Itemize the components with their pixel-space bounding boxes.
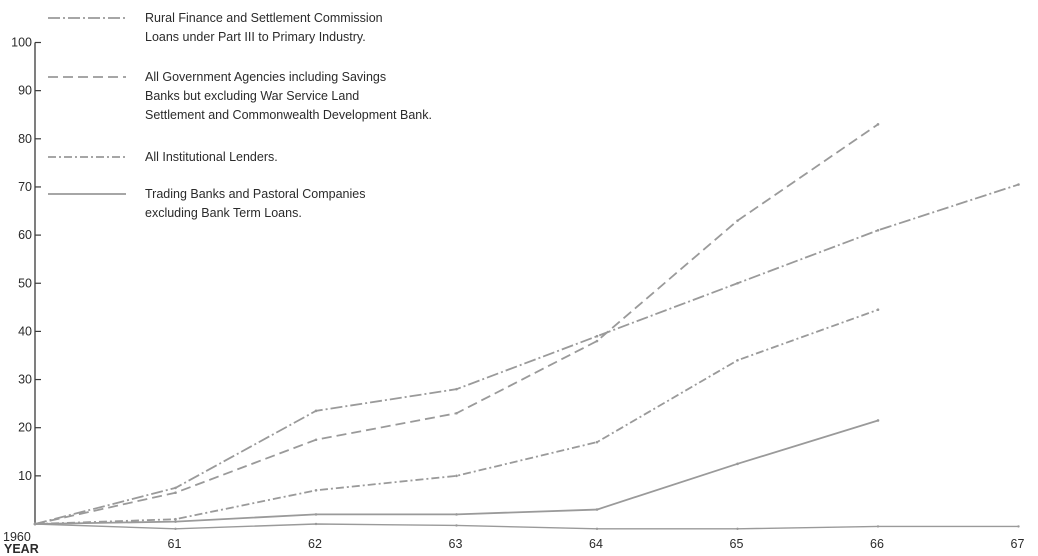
series-line-1 bbox=[34, 183, 1019, 525]
x-tick-label: 67 bbox=[1011, 537, 1025, 551]
series-4-point bbox=[595, 508, 599, 511]
series-1-point bbox=[595, 334, 599, 338]
legend-label: Trading Banks and Pastoral Companies bbox=[145, 187, 366, 201]
legend-label: Rural Finance and Settlement Commission bbox=[145, 11, 383, 25]
baseline-series-point bbox=[595, 527, 599, 531]
series-line-4 bbox=[34, 419, 879, 525]
series-4-point bbox=[736, 462, 739, 466]
y-tick-label: 20 bbox=[18, 421, 32, 435]
x-tick-label: 65 bbox=[730, 537, 744, 551]
x-axis-title: YEAR bbox=[4, 542, 39, 556]
y-tick-label: 50 bbox=[18, 276, 32, 290]
series-3-point bbox=[455, 474, 458, 478]
legend-label: excluding Bank Term Loans. bbox=[145, 206, 302, 220]
series-4-point bbox=[876, 419, 880, 422]
baseline-series-point bbox=[174, 527, 177, 531]
series-2-point bbox=[314, 438, 318, 442]
series-3-point bbox=[876, 308, 880, 312]
y-tick-label: 70 bbox=[18, 180, 32, 194]
legend-label: Loans under Part III to Primary Industry… bbox=[145, 30, 366, 44]
series-2-point bbox=[174, 491, 177, 495]
y-tick-label: 40 bbox=[18, 324, 32, 338]
series-1-point bbox=[174, 486, 177, 490]
series-2-point bbox=[455, 411, 458, 415]
y-tick-label: 100 bbox=[11, 36, 32, 50]
series-1-point bbox=[1017, 183, 1020, 186]
series-3-point bbox=[314, 488, 318, 492]
x-tick-label: 61 bbox=[168, 537, 182, 551]
y-tick-label: 10 bbox=[18, 469, 32, 483]
y-tick-label: 30 bbox=[18, 373, 32, 387]
x-tick-label: 63 bbox=[449, 537, 463, 551]
x-tick-label: 64 bbox=[589, 537, 603, 551]
y-tick-label: 60 bbox=[18, 228, 32, 242]
axes: 10 20 30 40 50 60 70 80 90 100 1960 61 62 63 64 65 66 67 bbox=[3, 36, 1024, 552]
legend: Rural Finance and Settlement Commission L… bbox=[48, 11, 432, 220]
baseline-series-point bbox=[876, 525, 880, 528]
legend-label: Banks but excluding War Service Land bbox=[145, 89, 359, 103]
baseline-series-point bbox=[314, 522, 318, 526]
baseline-series-point bbox=[455, 524, 458, 527]
series-3-point bbox=[595, 440, 599, 444]
legend-label: Settlement and Commonwealth Development … bbox=[145, 108, 432, 122]
baseline-series-point bbox=[736, 527, 739, 531]
x-tick-label: 66 bbox=[870, 537, 884, 551]
baseline-series-point bbox=[1017, 525, 1020, 528]
series-1-point bbox=[736, 281, 739, 285]
series-1-point bbox=[314, 409, 318, 413]
series-lines bbox=[33, 123, 1020, 531]
series-4-point bbox=[33, 522, 37, 526]
series-3-point bbox=[736, 358, 739, 362]
series-4-point bbox=[455, 513, 458, 516]
series-1-point bbox=[876, 228, 880, 232]
series-4-point bbox=[174, 520, 177, 523]
series-2-point bbox=[736, 219, 739, 222]
series-line-2 bbox=[34, 123, 879, 525]
series-3-point bbox=[174, 517, 177, 521]
legend-label: All Institutional Lenders. bbox=[145, 150, 278, 164]
series-2-point bbox=[876, 123, 880, 126]
series-2-point bbox=[595, 339, 599, 343]
series-4-point bbox=[314, 513, 318, 516]
x-tick-label: 1960 bbox=[3, 530, 31, 544]
y-tick-label: 80 bbox=[18, 132, 32, 146]
series-1-point bbox=[455, 387, 458, 391]
x-tick-label: 62 bbox=[308, 537, 322, 551]
legend-label: All Government Agencies including Saving… bbox=[145, 70, 386, 84]
baseline-series-line bbox=[34, 523, 1019, 530]
y-tick-label: 90 bbox=[18, 84, 32, 98]
